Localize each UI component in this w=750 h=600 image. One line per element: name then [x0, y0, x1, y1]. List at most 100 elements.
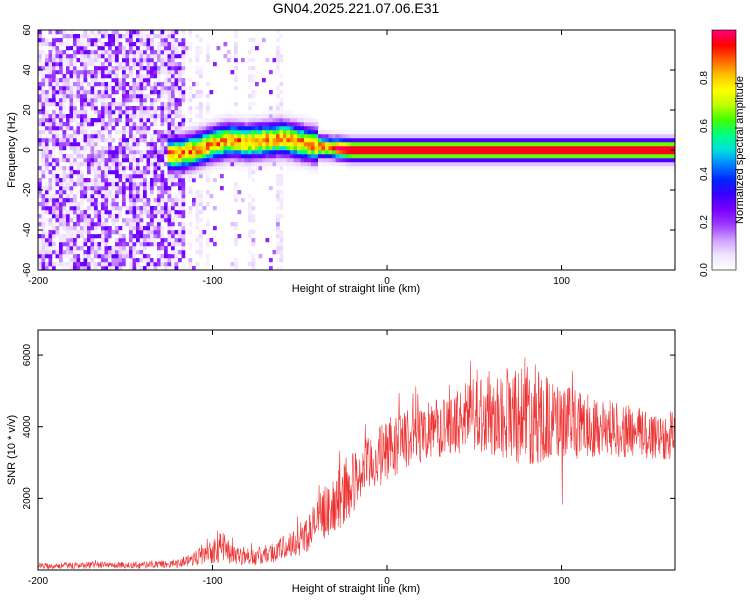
heatmap-cell [66, 54, 70, 59]
heatmap-cell [111, 58, 116, 63]
heatmap-cell [451, 158, 455, 163]
heatmap-cell [195, 130, 200, 135]
heatmap-cell [150, 134, 154, 139]
heatmap-cell [80, 38, 84, 43]
heatmap-cell [290, 158, 294, 163]
heatmap-cell [62, 238, 67, 243]
x-tick-label: -100 [203, 276, 223, 287]
heatmap-cell [139, 50, 144, 55]
heatmap-cell [90, 118, 95, 123]
heatmap-cell [122, 142, 126, 147]
heatmap-cell [143, 126, 147, 131]
heatmap-cell [153, 62, 158, 67]
heatmap-cell [629, 138, 634, 143]
heatmap-cell [171, 90, 175, 95]
heatmap-cell [101, 202, 105, 207]
heatmap-cell [129, 134, 133, 139]
heatmap-cell [90, 206, 95, 211]
heatmap-cell [293, 142, 298, 147]
heatmap-cell [391, 150, 396, 155]
heatmap-cell [426, 150, 431, 155]
heatmap-cell [45, 118, 49, 123]
heatmap-cell [230, 162, 235, 167]
heatmap-cell [363, 166, 368, 171]
heatmap-cell [279, 150, 284, 155]
heatmap-cell [556, 142, 560, 147]
heatmap-cell [94, 34, 98, 39]
heatmap-cell [41, 226, 46, 231]
heatmap-cell [209, 90, 214, 95]
heatmap-cell [181, 254, 186, 259]
heatmap-cell [164, 106, 168, 111]
heatmap-cell [612, 130, 616, 135]
heatmap-cell [174, 230, 179, 235]
heatmap-cell [45, 94, 49, 99]
heatmap-cell [608, 158, 613, 163]
heatmap-cell [132, 254, 137, 259]
heatmap-cell [272, 118, 277, 123]
heatmap-cell [171, 70, 175, 75]
heatmap-cell [171, 146, 175, 151]
heatmap-cell [598, 138, 602, 143]
heatmap-cell [62, 30, 67, 35]
heatmap-cell [335, 150, 340, 155]
heatmap-cell [167, 146, 172, 151]
heatmap-cell [181, 250, 186, 255]
heatmap-cell [59, 254, 63, 259]
heatmap-cell [220, 122, 224, 127]
heatmap-cell [300, 114, 305, 119]
heatmap-cell [164, 78, 168, 83]
heatmap-cell [139, 158, 144, 163]
heatmap-cell [321, 158, 326, 163]
heatmap-cell [108, 254, 112, 259]
heatmap-cell [461, 166, 466, 171]
heatmap-cell [290, 122, 294, 127]
heatmap-cell [391, 142, 396, 147]
heatmap-cell [237, 122, 242, 127]
heatmap-cell [146, 182, 151, 187]
snr-frame [37, 329, 676, 571]
heatmap-cell [199, 154, 203, 159]
heatmap-cell [251, 158, 256, 163]
heatmap-cell [94, 214, 98, 219]
heatmap-cell [395, 158, 399, 163]
heatmap-cell [115, 242, 119, 247]
heatmap-cell [216, 162, 221, 167]
heatmap-cell [38, 182, 42, 187]
heatmap-cell [129, 34, 133, 39]
heatmap-cell [115, 154, 119, 159]
heatmap-cell [587, 134, 592, 139]
heatmap-cell [59, 206, 63, 211]
heatmap-cell [209, 134, 214, 139]
heatmap-cell [241, 154, 245, 159]
heatmap-cell [115, 118, 119, 123]
heatmap-cell [535, 130, 539, 135]
heatmap-cell [55, 86, 60, 91]
heatmap-cell [255, 154, 259, 159]
heatmap-cell [668, 154, 672, 159]
heatmap-cell [178, 178, 182, 183]
heatmap-cell [73, 182, 77, 187]
heatmap-cell [97, 30, 102, 35]
heatmap-cell [90, 58, 95, 63]
heatmap-cell [468, 162, 473, 167]
heatmap-cell [38, 134, 42, 139]
heatmap-cell [657, 162, 662, 167]
heatmap-cell [139, 30, 144, 35]
heatmap-cell [199, 126, 203, 131]
heatmap-cell [157, 210, 161, 215]
heatmap-cell [125, 114, 130, 119]
heatmap-cell [171, 210, 175, 215]
heatmap-cell [87, 194, 91, 199]
heatmap-cell [66, 250, 70, 255]
heatmap-cell [584, 134, 588, 139]
heatmap-cell [654, 142, 658, 147]
heatmap-cell [276, 46, 280, 51]
heatmap-cell [647, 146, 651, 151]
heatmap-cell [125, 250, 130, 255]
heatmap-cell [587, 154, 592, 159]
heatmap-cell [80, 154, 84, 159]
heatmap-cell [395, 162, 399, 167]
heatmap-cell [489, 138, 494, 143]
heatmap-cell [69, 142, 74, 147]
